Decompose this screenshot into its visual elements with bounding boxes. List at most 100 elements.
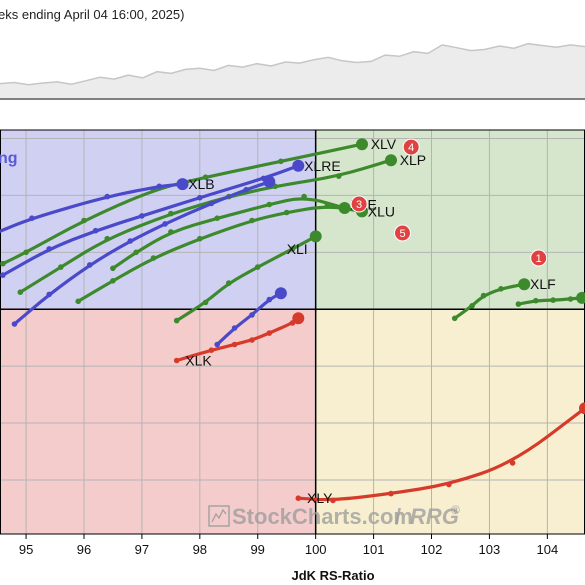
tail-point-xlv (202, 174, 209, 180)
tail-point-xli (289, 246, 296, 252)
tail-point-xlv (81, 217, 87, 224)
tail-point-xly (509, 460, 516, 466)
tail-head-xli (309, 230, 322, 243)
x-tick-label-103: 103 (479, 542, 501, 557)
center-axes (0, 130, 585, 534)
tail-xlv (0, 138, 368, 267)
tail-point-xlf2 (515, 301, 522, 307)
tail-point-xlu_blue (214, 341, 220, 348)
badge-number-3: 3 (356, 199, 362, 211)
tail-point-xlk (173, 357, 180, 364)
x-tick-label-102: 102 (421, 542, 443, 557)
tail-point-xlf2 (533, 297, 539, 304)
tail-point-xlf (451, 315, 458, 322)
tail-point-xli_blue (87, 262, 93, 268)
tail-xli (173, 230, 322, 324)
tail-point-xlv (0, 260, 6, 267)
tail-point-xlu (150, 255, 157, 261)
tail-point-xli_blue (243, 186, 249, 193)
tail-point-xlf2 (550, 297, 556, 303)
sector-label-xlv: XLV (371, 136, 397, 152)
tail-line-xlk (175, 316, 300, 363)
tail-point-xlv (278, 158, 284, 165)
tail-point-xle (168, 229, 174, 235)
tail-xly (295, 402, 585, 504)
tail-point-xly (330, 497, 336, 504)
tail-point-xly (295, 495, 302, 502)
tail-head-xlb (176, 178, 189, 191)
tail-line-xlu (76, 205, 364, 303)
badge-3: 3 (350, 195, 368, 213)
tail-xli_blue (11, 175, 276, 327)
watermark-mark: ® (451, 503, 460, 517)
watermark-slash: / (395, 504, 401, 529)
tail-point-xle (110, 265, 116, 272)
sector-label-xlk: XLK (185, 353, 212, 369)
badge-number-4: 4 (408, 142, 414, 154)
tail-point-xlu (197, 235, 203, 242)
tail-point-xlu (283, 209, 290, 216)
x-tick-label-98: 98 (193, 542, 207, 557)
tail-line-xlb (0, 182, 185, 233)
tail-point-xlk (249, 337, 255, 343)
tail-point-xlp (17, 289, 24, 296)
badge-circle-3 (350, 195, 368, 213)
tail-point-xli_blue (46, 291, 52, 298)
tail-head-xlk (292, 312, 305, 325)
tail-point-xlp (336, 173, 342, 179)
chart-header-text: eks ending April 04 16:00, 2025) (0, 7, 184, 22)
tail-point-xlk (231, 341, 238, 348)
tail-xlu_blue (214, 287, 287, 348)
tail-line-xle (111, 197, 347, 270)
tail-point-xlv (23, 249, 29, 256)
tail-head-xli_blue (263, 175, 276, 188)
tail-point-xlu (249, 217, 255, 224)
tail-point-xlre (46, 246, 52, 252)
tail-point-xlk (266, 330, 273, 336)
tail-point-xle (133, 249, 139, 256)
tail-point-xlp (58, 264, 64, 270)
tail-point-xli_blue (162, 221, 168, 227)
tail-point-xlf (498, 286, 504, 292)
quadrant-leading (315, 130, 585, 310)
tail-line-xlre (1, 164, 300, 277)
tail-head-xlp (385, 154, 397, 167)
watermark-logo-icon (208, 505, 230, 527)
tail-point-xlp (104, 235, 110, 242)
sector-label-xly: XLY (307, 490, 333, 506)
tail-head-xlf (518, 278, 531, 291)
badge-5: 5 (394, 224, 411, 242)
tail-point-xli (202, 299, 209, 306)
tail-point-xlk (208, 347, 215, 354)
x-tick-label-100: 100 (305, 542, 327, 557)
tail-point-xlb (156, 183, 163, 190)
tail-point-xli_blue (127, 238, 134, 244)
tail-xle (110, 193, 351, 272)
tail-line-xly (296, 406, 585, 502)
badge-number-1: 1 (536, 253, 542, 265)
tail-head-xlu_blue (274, 287, 287, 300)
tail-xlk (173, 312, 305, 364)
tail-head-xlre (292, 159, 305, 172)
tail-point-xlb (104, 193, 110, 200)
tail-point-xlu (75, 298, 81, 305)
tail-point-xly (388, 490, 394, 497)
tail-xlf (451, 278, 531, 322)
x-tick-label-104: 104 (537, 542, 559, 557)
badge-circle-4 (402, 138, 420, 156)
tail-head-xlf2 (576, 291, 585, 304)
tail-line-xlv (1, 142, 364, 266)
tail-point-xlu_blue (266, 296, 273, 303)
tail-line-xlu_blue (215, 291, 283, 347)
stockcharts-watermark: StockCharts.com / RRG ® (208, 503, 460, 529)
tail-point-xle (301, 193, 307, 200)
tail-point-xle (266, 201, 273, 208)
tail-point-xlb (29, 215, 35, 221)
sector-label-xlu: XLU (368, 203, 395, 219)
tail-point-xlu (324, 202, 331, 209)
quadrant-lagging (0, 309, 316, 534)
sector-label-xlf: XLF (530, 276, 556, 292)
tail-point-xli_blue (11, 321, 18, 327)
x-tick-label-99: 99 (250, 542, 264, 557)
